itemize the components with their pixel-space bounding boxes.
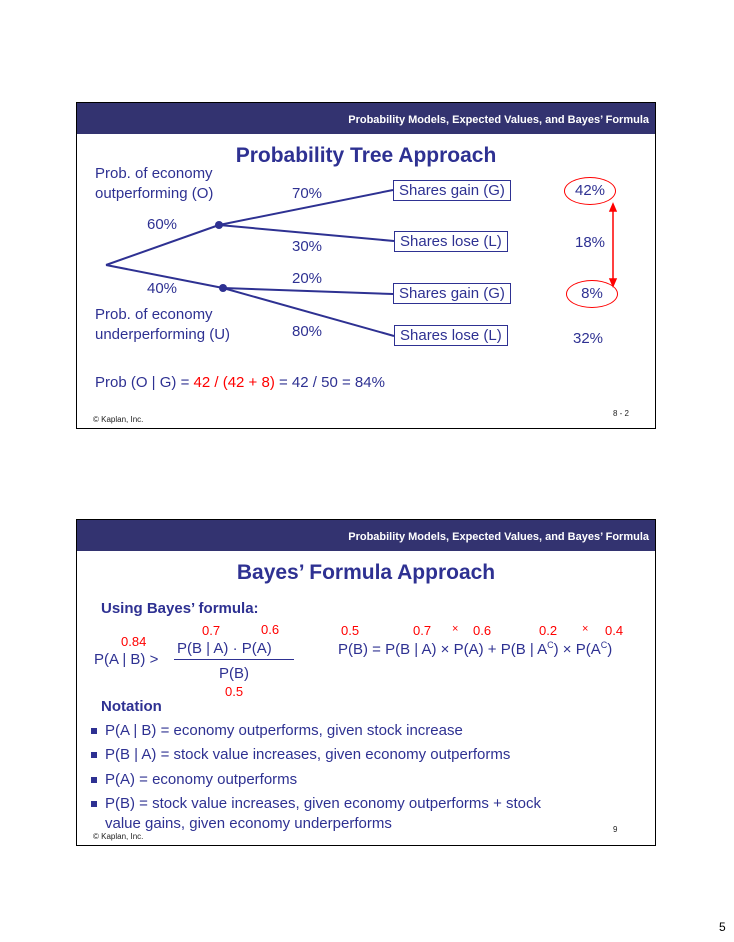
label-line: Prob. of economy	[95, 306, 213, 323]
slide-title: Probability Tree Approach	[235, 144, 497, 167]
copyright: © Kaplan, Inc.	[93, 415, 144, 424]
value: ×	[582, 623, 589, 635]
branch-o	[105, 224, 220, 266]
branch-u	[105, 264, 224, 289]
value: 0.7	[413, 623, 432, 638]
value-pa: 0.6	[261, 622, 280, 637]
branch-u-lose	[222, 287, 395, 337]
value-pba: 0.7	[202, 623, 221, 638]
joint-prob: 18%	[575, 234, 606, 251]
value: 0.2	[539, 623, 558, 638]
formula-part-highlight: 42 / (42 + 8)	[193, 374, 275, 391]
notation-title: Notation	[101, 698, 162, 715]
complement: C	[600, 640, 608, 650]
label-line: underperforming (U)	[95, 326, 231, 343]
branch-u-gain	[222, 287, 394, 295]
notation-item: P(B) = stock value increases, given econ…	[91, 795, 541, 812]
outcome-box: Shares gain (G)	[393, 180, 511, 201]
label-line: Prob. of economy	[95, 165, 213, 182]
notation-item: P(A | B) = economy outperforms, given st…	[91, 722, 463, 739]
slide-bayes-formula: Probability Models, Expected Values, and…	[76, 519, 656, 846]
eq-part: ) × P(A	[553, 641, 601, 658]
formula-part: Prob (O | G) =	[95, 374, 194, 391]
prob-u: 40%	[147, 280, 178, 297]
notation-item: P(A) = economy outperforms	[91, 771, 297, 788]
slide-number: 9	[613, 825, 618, 834]
slide-number: 8 - 2	[613, 409, 630, 418]
outcome-box: Shares lose (L)	[394, 231, 508, 252]
eq-part: P(B) = P(B | A) × P(A) + P(B | A	[338, 641, 548, 658]
label-outperform: Prob. of economy outperforming (O)	[95, 164, 213, 204]
prob-gain-o: 70%	[292, 185, 323, 202]
value: 0.4	[605, 623, 624, 638]
outcome-box: Shares lose (L)	[394, 325, 508, 346]
branch-o-gain	[218, 189, 394, 226]
prob-o: 60%	[147, 216, 178, 233]
bayes-result: Prob (O | G) = 42 / (42 + 8) = 42 / 50 =…	[95, 374, 385, 391]
label-line: outperforming (O)	[95, 185, 214, 202]
fraction-bar	[174, 659, 294, 660]
subtitle: Using Bayes’ formula:	[101, 600, 259, 617]
arrow-double	[608, 202, 618, 288]
value: 0.6	[473, 623, 492, 638]
slide-header: Probability Models, Expected Values, and…	[77, 103, 655, 134]
pb-equation: P(B) = P(B | A) × P(A) + P(B | AC) × P(A…	[338, 640, 612, 658]
joint-prob-highlighted: 42%	[564, 177, 616, 205]
value: 0.5	[341, 623, 360, 638]
complement: C	[547, 640, 554, 650]
prob-gain-u: 20%	[292, 270, 323, 287]
label-underperform: Prob. of economy underperforming (U)	[95, 305, 230, 345]
value-pab: 0.84	[121, 634, 147, 649]
page-number: 5	[719, 920, 726, 934]
numerator: P(B | A) · P(A)	[177, 640, 272, 657]
joint-prob-highlighted: 8%	[566, 280, 618, 308]
outcome-box: Shares gain (G)	[393, 283, 511, 304]
prob-lose-u: 80%	[292, 323, 323, 340]
tree-lines	[105, 189, 618, 337]
lhs: P(A | B) >	[94, 651, 159, 668]
denominator: P(B)	[219, 665, 249, 682]
node-o	[215, 221, 223, 229]
slide-probability-tree: Probability Models, Expected Values, and…	[76, 102, 656, 429]
notation-item: P(B | A) = stock value increases, given …	[91, 746, 510, 763]
eq-part: )	[607, 641, 613, 658]
value: ×	[452, 623, 459, 635]
value-pb: 0.5	[225, 684, 244, 699]
formula-part: = 42 / 50 = 84%	[274, 374, 385, 391]
node-u	[219, 284, 227, 292]
slide-title: Bayes’ Formula Approach	[236, 561, 496, 584]
slide-header: Probability Models, Expected Values, and…	[77, 520, 655, 551]
notation-item-cont: value gains, given economy underperforms	[105, 815, 392, 832]
prob-lose-o: 30%	[292, 238, 323, 255]
branch-o-lose	[218, 224, 395, 242]
copyright: © Kaplan, Inc.	[93, 832, 144, 841]
joint-prob: 32%	[573, 330, 604, 347]
